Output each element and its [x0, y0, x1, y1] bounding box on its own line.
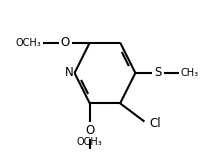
Text: S: S	[154, 66, 162, 79]
Text: O: O	[61, 36, 70, 49]
Text: OCH₃: OCH₃	[15, 38, 41, 48]
Text: CH₃: CH₃	[181, 68, 199, 78]
Text: O: O	[85, 124, 94, 137]
Text: N: N	[65, 66, 74, 79]
Text: OCH₃: OCH₃	[77, 137, 103, 147]
Text: Cl: Cl	[149, 117, 161, 130]
